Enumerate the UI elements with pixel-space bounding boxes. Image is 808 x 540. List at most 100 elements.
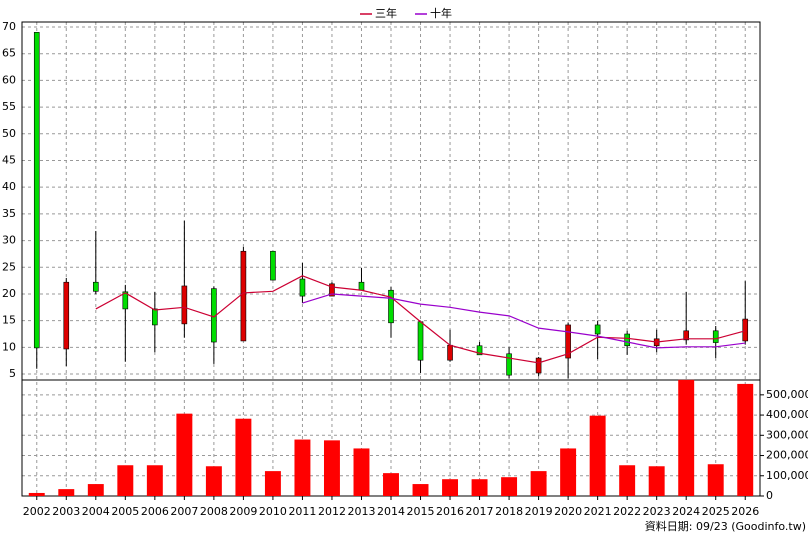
x-tick-label: 2013 [347, 505, 375, 518]
x-tick-label: 2009 [229, 505, 257, 518]
y2-tick-label: 400,000 [766, 408, 808, 421]
volume-bar [87, 484, 104, 496]
volume-bar [58, 489, 75, 496]
candle-body [63, 281, 70, 350]
candle-body [594, 324, 601, 335]
y2-tick-label: 100,000 [766, 469, 808, 482]
y-tick-label: 15 [2, 314, 16, 327]
volume-bar [530, 471, 547, 496]
candle-body [535, 357, 542, 374]
y-tick-label: 65 [2, 47, 16, 60]
y-tick-label: 50 [2, 127, 16, 140]
legend-label: 三年 [375, 6, 397, 20]
volume-bar [619, 465, 636, 496]
y-tick-label: 55 [2, 100, 16, 113]
y-tick-label: 45 [2, 153, 16, 166]
y-tick-label: 25 [2, 260, 16, 273]
volume-bar [707, 464, 724, 496]
x-tick-label: 2019 [525, 505, 553, 518]
volume-bar [205, 466, 222, 496]
y-tick-label: 35 [2, 207, 16, 220]
volume-bar [176, 413, 193, 496]
x-tick-label: 2008 [200, 505, 228, 518]
legend-label: 十年 [430, 6, 452, 20]
volume-bar [235, 418, 252, 496]
volume-bar [442, 479, 459, 496]
volume-bar [560, 448, 577, 496]
y-tick-label: 5 [9, 367, 16, 380]
volume-bar [471, 479, 488, 496]
x-tick-label: 2005 [111, 505, 139, 518]
y-tick-label: 20 [2, 287, 16, 300]
volume-bar [323, 440, 340, 496]
x-tick-label: 2016 [436, 505, 464, 518]
ma-line [302, 293, 746, 349]
volume-bar [28, 492, 45, 496]
y2-tick-label: 500,000 [766, 388, 808, 401]
candle-body [33, 32, 40, 349]
candle-body [683, 330, 690, 341]
x-tick-label: 2015 [407, 505, 435, 518]
y-tick-label: 10 [2, 340, 16, 353]
x-tick-label: 2021 [584, 505, 612, 518]
volume-bar [412, 484, 429, 496]
x-tick-label: 2004 [82, 505, 110, 518]
x-tick-label: 2011 [288, 505, 316, 518]
x-tick-label: 2003 [52, 505, 80, 518]
volume-bar [648, 466, 665, 496]
candle-body [417, 321, 424, 361]
candle-body [329, 283, 335, 297]
x-tick-label: 2018 [495, 505, 523, 518]
volume-bar [146, 465, 163, 496]
y-tick-label: 60 [2, 73, 16, 86]
candle-body [506, 353, 512, 376]
candle-body [270, 250, 276, 281]
x-tick-label: 2020 [554, 505, 582, 518]
x-tick-label: 2014 [377, 505, 405, 518]
x-tick-label: 2010 [259, 505, 287, 518]
x-tick-label: 2007 [170, 505, 198, 518]
y2-tick-label: 300,000 [766, 428, 808, 441]
x-tick-label: 2002 [23, 505, 51, 518]
candle-body [358, 281, 365, 291]
volume-bar [264, 471, 281, 496]
candle-body [152, 308, 158, 326]
volume-bar [678, 379, 695, 496]
x-tick-label: 2012 [318, 505, 346, 518]
candle-body [742, 318, 749, 342]
candle-body [476, 345, 483, 356]
volume-bar [117, 465, 134, 496]
candle-body [712, 330, 719, 343]
x-tick-label: 2022 [613, 505, 641, 518]
volume-bar [501, 477, 518, 496]
volume-bar [353, 448, 370, 496]
y-tick-label: 40 [2, 180, 16, 193]
y2-tick-label: 200,000 [766, 449, 808, 462]
y2-tick-label: 0 [766, 489, 773, 502]
y-tick-label: 70 [2, 20, 16, 33]
candle-body [299, 278, 306, 297]
volume-bar [294, 439, 311, 496]
candle-body [122, 291, 129, 310]
x-tick-label: 2017 [466, 505, 494, 518]
candle-body [181, 285, 188, 325]
x-tick-label: 2024 [672, 505, 700, 518]
candle-body [447, 344, 453, 361]
x-tick-label: 2025 [702, 505, 730, 518]
candle-body [565, 324, 571, 359]
candle-body [240, 250, 247, 342]
volume-bar [737, 383, 754, 496]
x-tick-label: 2026 [731, 505, 759, 518]
volume-bar [383, 473, 399, 496]
candle-body [93, 281, 99, 292]
x-tick-label: 2006 [141, 505, 169, 518]
candle-body [388, 289, 394, 324]
volume-bar [589, 415, 606, 496]
y-tick-label: 30 [2, 234, 16, 247]
ma-line [95, 275, 746, 364]
x-tick-label: 2023 [643, 505, 671, 518]
candle-body [624, 333, 630, 347]
source-note: 資料日期: 09/23 (Goodinfo.tw) [645, 519, 806, 533]
